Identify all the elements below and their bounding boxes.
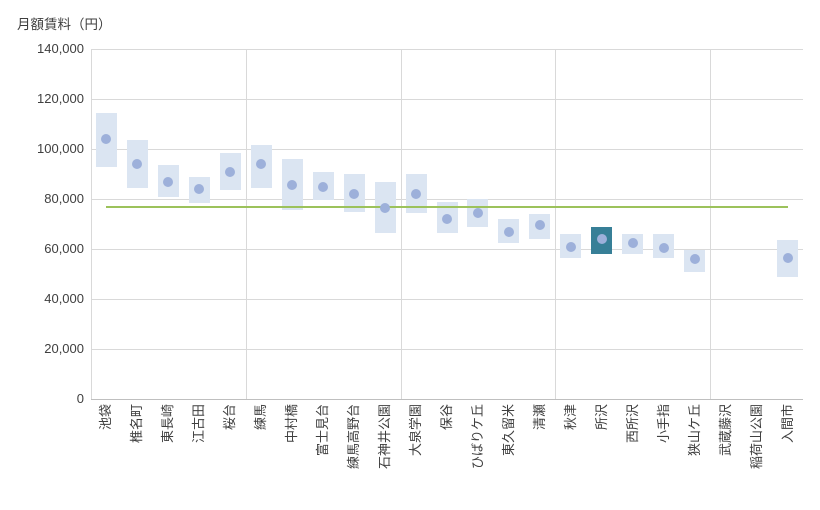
x-axis-label: 西所沢 bbox=[624, 404, 640, 444]
median-dot bbox=[132, 159, 143, 169]
y-tick-label: 120,000 bbox=[37, 91, 84, 106]
gridline-v bbox=[401, 49, 402, 399]
gridline-h bbox=[91, 99, 803, 100]
median-dot bbox=[349, 189, 360, 199]
y-tick-label: 100,000 bbox=[37, 141, 84, 156]
x-axis-label: 東長崎 bbox=[160, 404, 176, 444]
x-axis-label: 東久留米 bbox=[500, 404, 516, 457]
median-dot bbox=[565, 241, 576, 252]
median-dot bbox=[782, 252, 793, 263]
median-dot bbox=[380, 202, 391, 213]
median-dot bbox=[256, 159, 267, 169]
x-axis-label: 保谷 bbox=[439, 404, 454, 431]
y-tick-label: 0 bbox=[76, 391, 84, 406]
gridline-h bbox=[91, 249, 803, 250]
gridline-h bbox=[91, 349, 803, 350]
gridline-h bbox=[91, 299, 803, 300]
median-dot bbox=[689, 254, 700, 264]
x-axis-label: 江古田 bbox=[191, 404, 207, 444]
median-dot bbox=[411, 189, 422, 199]
median-dot bbox=[163, 176, 174, 187]
median-dot bbox=[287, 180, 298, 191]
gridline-h bbox=[91, 49, 803, 50]
x-axis-label: 清瀬 bbox=[531, 404, 547, 431]
median-dot bbox=[442, 214, 452, 224]
x-axis-label: 練馬 bbox=[253, 404, 269, 431]
median-dot bbox=[225, 166, 236, 177]
gridline-v bbox=[710, 49, 711, 399]
x-axis-label: 大泉学園 bbox=[408, 404, 424, 457]
x-axis-label: 練馬高野台 bbox=[346, 404, 362, 470]
y-tick-label: 40,000 bbox=[44, 291, 84, 306]
x-axis-label: 小手指 bbox=[655, 404, 671, 444]
x-axis-label: 石神井公園 bbox=[377, 404, 393, 470]
reference-line bbox=[106, 205, 788, 208]
y-tick-label: 80,000 bbox=[44, 191, 84, 206]
x-axis-label: 桜台 bbox=[222, 404, 238, 431]
median-dot bbox=[194, 184, 205, 194]
x-axis-line bbox=[91, 399, 803, 400]
median-dot bbox=[627, 237, 638, 248]
y-axis-line bbox=[91, 49, 92, 399]
y-axis-title: 月額賃料（円） bbox=[17, 17, 112, 32]
median-dot bbox=[472, 207, 483, 218]
median-dot bbox=[596, 234, 607, 244]
x-axis-label: 所沢 bbox=[593, 404, 609, 431]
y-tick-label: 140,000 bbox=[37, 41, 84, 56]
median-dot bbox=[658, 242, 669, 253]
x-axis-label: 富士見台 bbox=[315, 404, 331, 457]
x-axis-label: 中村橋 bbox=[284, 404, 300, 444]
x-axis-label: ひばりケ丘 bbox=[469, 404, 485, 470]
gridline-h bbox=[91, 149, 803, 150]
y-tick-label: 20,000 bbox=[44, 341, 84, 356]
gridline-v bbox=[246, 49, 247, 399]
x-axis-label: 入間市 bbox=[779, 404, 795, 444]
gridline-h bbox=[91, 199, 803, 200]
x-axis-label: 武蔵藤沢 bbox=[717, 404, 733, 457]
median-dot bbox=[503, 226, 514, 237]
x-axis-label: 稲荷山公園 bbox=[748, 404, 764, 470]
x-axis-label: 池袋 bbox=[98, 404, 114, 431]
x-axis-label: 椎名町 bbox=[129, 404, 145, 444]
x-axis-label: 秋津 bbox=[562, 404, 578, 431]
gridline-v bbox=[555, 49, 556, 399]
median-dot bbox=[534, 220, 545, 231]
y-tick-label: 60,000 bbox=[44, 241, 84, 256]
x-axis-label: 狭山ケ丘 bbox=[686, 404, 702, 457]
median-dot bbox=[101, 134, 112, 144]
median-dot bbox=[318, 181, 329, 192]
